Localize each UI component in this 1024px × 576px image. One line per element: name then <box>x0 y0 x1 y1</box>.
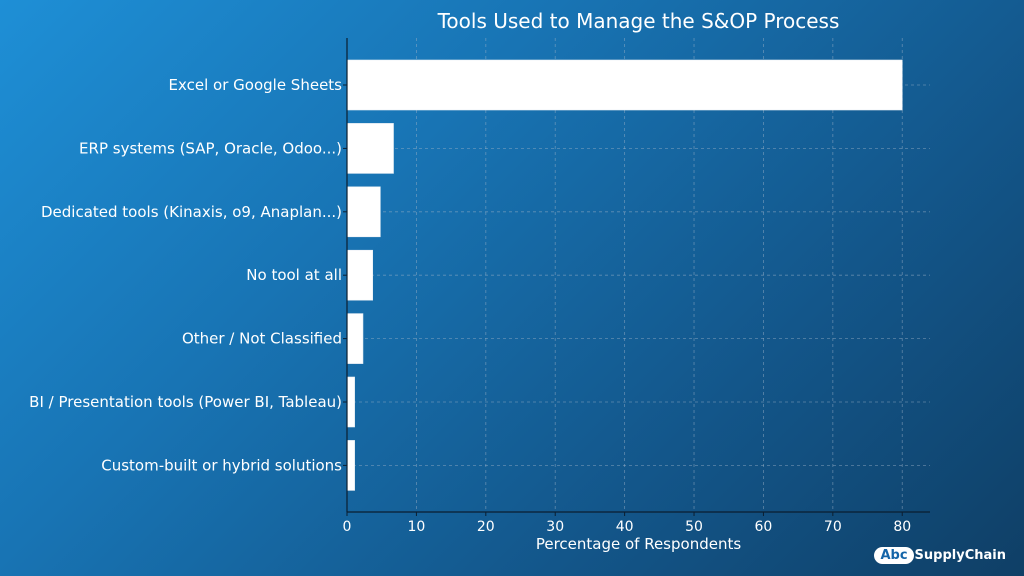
x-tick-label-30: 30 <box>546 519 564 535</box>
x-tick-label-10: 10 <box>407 519 425 535</box>
bar-4 <box>346 313 364 364</box>
bar-6 <box>346 440 355 491</box>
bar-0 <box>346 59 903 111</box>
x-axis-label: Percentage of Respondents <box>536 535 742 553</box>
x-tick-label-60: 60 <box>755 519 773 535</box>
x-tick-label-80: 80 <box>893 519 911 535</box>
bar-1 <box>346 123 394 174</box>
x-tick-label-0: 0 <box>343 519 352 535</box>
category-label-6: Custom-built or hybrid solutions <box>101 456 342 474</box>
category-label-4: Other / Not Classified <box>182 330 342 348</box>
logo-name: SupplyChain <box>914 548 1006 563</box>
x-tick-label-70: 70 <box>824 519 842 535</box>
x-tick-label-40: 40 <box>616 519 634 535</box>
x-tick-label-20: 20 <box>477 519 495 535</box>
category-label-1: ERP systems (SAP, Oracle, Odoo...) <box>79 139 342 157</box>
bar-2 <box>346 186 381 238</box>
x-tick-label-50: 50 <box>685 519 703 535</box>
chart-title: Tools Used to Manage the S&OP Process <box>437 9 840 33</box>
category-label-2: Dedicated tools (Kinaxis, o9, Anaplan...… <box>41 203 342 221</box>
logo-badge: Abc <box>874 547 914 564</box>
category-label-0: Excel or Google Sheets <box>169 76 343 94</box>
brand-logo: Abc SupplyChain <box>874 547 1006 564</box>
bar-5 <box>346 376 355 428</box>
category-label-3: No tool at all <box>246 266 342 284</box>
bar-3 <box>346 249 373 301</box>
category-label-5: BI / Presentation tools (Power BI, Table… <box>29 393 342 411</box>
